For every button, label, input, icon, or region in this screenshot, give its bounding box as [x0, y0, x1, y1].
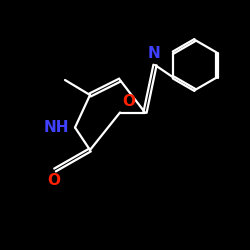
Text: NH: NH	[43, 120, 69, 135]
Text: O: O	[122, 94, 135, 109]
Text: N: N	[148, 46, 160, 61]
Text: O: O	[47, 173, 60, 188]
